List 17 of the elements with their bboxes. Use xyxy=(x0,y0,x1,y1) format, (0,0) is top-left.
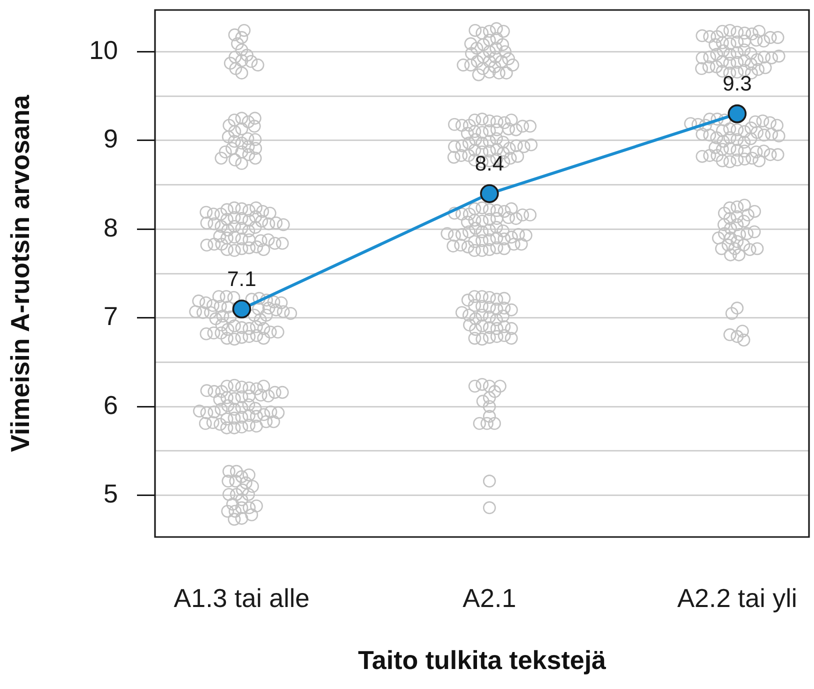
y-axis-title: Viimeisin A-ruotsin arvosana xyxy=(5,94,36,452)
y-tick-label: 5 xyxy=(104,478,118,508)
data-label: 7.1 xyxy=(227,268,256,291)
x-tick-label: A1.3 tai alle xyxy=(174,582,310,613)
y-tick-label: 8 xyxy=(104,212,118,242)
y-tick-label: 9 xyxy=(104,124,118,154)
y-tick-label: 10 xyxy=(89,34,118,65)
x-axis-title: Taito tulkita tekstejä xyxy=(358,645,607,676)
point xyxy=(232,300,252,318)
point xyxy=(728,104,747,124)
x-tick-label: A2.1 xyxy=(462,582,516,613)
x-tick-label: A2.2 tai yli xyxy=(677,582,798,613)
point xyxy=(480,184,499,204)
y-tick-label: 7 xyxy=(104,301,118,332)
y-tick-label: 6 xyxy=(104,390,118,420)
data-label: 9.3 xyxy=(722,72,752,96)
data-label: 8.4 xyxy=(474,152,504,176)
